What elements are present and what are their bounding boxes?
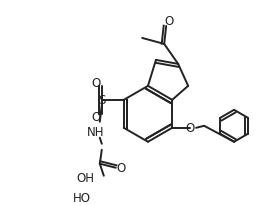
Text: O: O	[91, 77, 100, 90]
Text: OH: OH	[77, 171, 95, 184]
Text: NH: NH	[87, 126, 105, 139]
Text: O: O	[91, 111, 100, 124]
Text: O: O	[116, 162, 125, 174]
Text: HO: HO	[73, 191, 91, 204]
Text: S: S	[98, 94, 106, 107]
Text: O: O	[186, 121, 195, 134]
Text: O: O	[165, 15, 174, 28]
